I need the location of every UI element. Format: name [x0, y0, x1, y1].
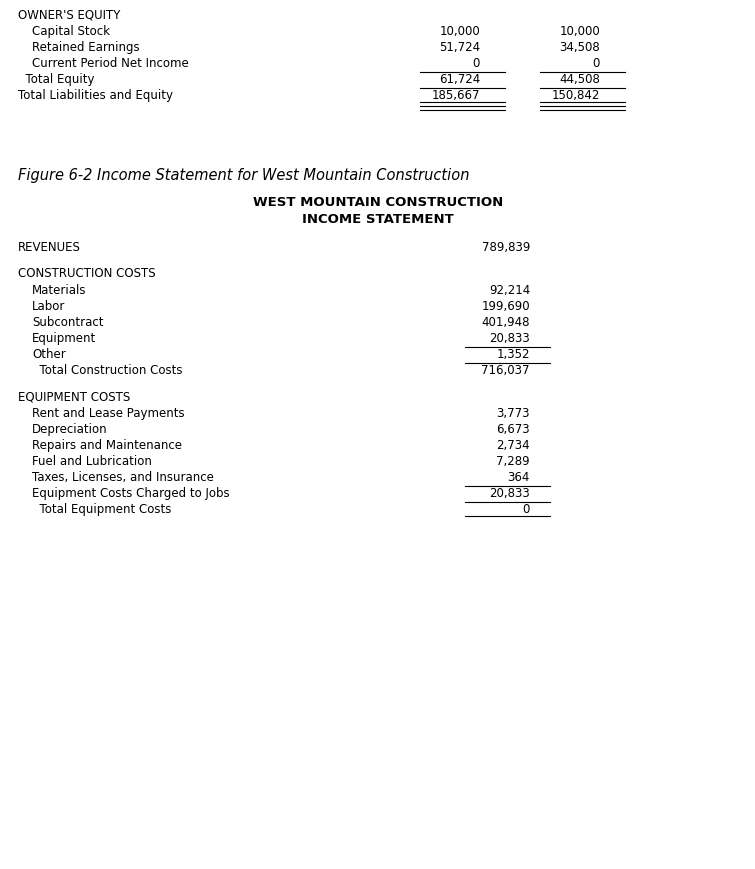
Text: WEST MOUNTAIN CONSTRUCTION: WEST MOUNTAIN CONSTRUCTION: [253, 196, 503, 209]
Text: 10,000: 10,000: [559, 25, 600, 38]
Text: 92,214: 92,214: [488, 284, 530, 297]
Text: 61,724: 61,724: [439, 73, 480, 86]
Text: 44,508: 44,508: [559, 73, 600, 86]
Text: 716,037: 716,037: [482, 364, 530, 377]
Text: Depreciation: Depreciation: [32, 423, 108, 436]
Text: Total Liabilities and Equity: Total Liabilities and Equity: [18, 89, 173, 102]
Text: Current Period Net Income: Current Period Net Income: [32, 57, 189, 70]
Text: 364: 364: [507, 471, 530, 484]
Text: 401,948: 401,948: [482, 316, 530, 329]
Text: REVENUES: REVENUES: [18, 241, 81, 254]
Text: 34,508: 34,508: [559, 41, 600, 54]
Text: Total Equipment Costs: Total Equipment Costs: [32, 503, 171, 516]
Text: EQUIPMENT COSTS: EQUIPMENT COSTS: [18, 390, 131, 403]
Text: Equipment Costs Charged to Jobs: Equipment Costs Charged to Jobs: [32, 487, 230, 500]
Text: 185,667: 185,667: [432, 89, 480, 102]
Text: Materials: Materials: [32, 284, 87, 297]
Text: Other: Other: [32, 348, 66, 361]
Text: Equipment: Equipment: [32, 332, 96, 345]
Text: 10,000: 10,000: [439, 25, 480, 38]
Text: Capital Stock: Capital Stock: [32, 25, 110, 38]
Text: 0: 0: [522, 503, 530, 516]
Text: Fuel and Lubrication: Fuel and Lubrication: [32, 455, 152, 468]
Text: Total Construction Costs: Total Construction Costs: [32, 364, 183, 377]
Text: Rent and Lease Payments: Rent and Lease Payments: [32, 407, 185, 420]
Text: Figure 6-2 Income Statement for West Mountain Construction: Figure 6-2 Income Statement for West Mou…: [18, 168, 470, 183]
Text: 20,833: 20,833: [489, 332, 530, 345]
Text: 150,842: 150,842: [552, 89, 600, 102]
Text: Subcontract: Subcontract: [32, 316, 103, 329]
Text: 1,352: 1,352: [497, 348, 530, 361]
Text: OWNER'S EQUITY: OWNER'S EQUITY: [18, 8, 120, 21]
Text: Total Equity: Total Equity: [18, 73, 94, 86]
Text: Labor: Labor: [32, 300, 66, 313]
Text: Retained Earnings: Retained Earnings: [32, 41, 140, 54]
Text: 6,673: 6,673: [496, 423, 530, 436]
Text: Taxes, Licenses, and Insurance: Taxes, Licenses, and Insurance: [32, 471, 214, 484]
Text: CONSTRUCTION COSTS: CONSTRUCTION COSTS: [18, 267, 156, 280]
Text: 3,773: 3,773: [497, 407, 530, 420]
Text: 2,734: 2,734: [496, 439, 530, 452]
Text: 0: 0: [593, 57, 600, 70]
Text: 0: 0: [473, 57, 480, 70]
Text: INCOME STATEMENT: INCOME STATEMENT: [302, 213, 454, 226]
Text: 7,289: 7,289: [496, 455, 530, 468]
Text: 51,724: 51,724: [439, 41, 480, 54]
Text: 199,690: 199,690: [482, 300, 530, 313]
Text: 789,839: 789,839: [482, 241, 530, 254]
Text: Repairs and Maintenance: Repairs and Maintenance: [32, 439, 182, 452]
Text: 20,833: 20,833: [489, 487, 530, 500]
